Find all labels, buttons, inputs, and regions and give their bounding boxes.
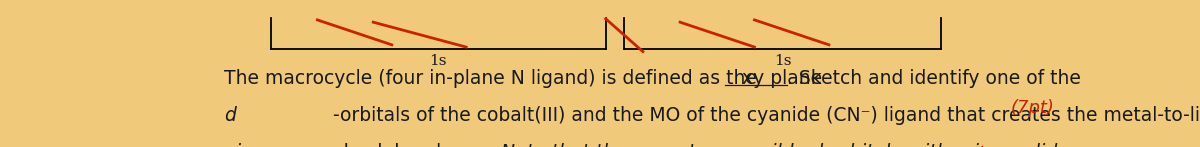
Text: . Sketch and identify one of the: . Sketch and identify one of the [787,69,1081,88]
Text: The macrocycle (four in-plane N ligand) is defined as the: The macrocycle (four in-plane N ligand) … [224,69,763,88]
Text: 1s: 1s [430,54,448,68]
Text: pi: pi [224,143,241,147]
Text: -back bond.: -back bond. [337,143,454,147]
Text: -orbitals of the cobalt(III) and the MO of the cyanide (CN⁻) ligand that creates: -orbitals of the cobalt(III) and the MO … [334,106,1200,125]
Text: xy plane: xy plane [742,69,822,88]
Text: d: d [224,106,236,125]
Text: Note that there are two possible d-orbitals; either is a valid answer.: Note that there are two possible d-orbit… [502,143,1135,147]
Text: 1s: 1s [774,54,791,68]
Text: (7pt): (7pt) [1010,99,1054,117]
